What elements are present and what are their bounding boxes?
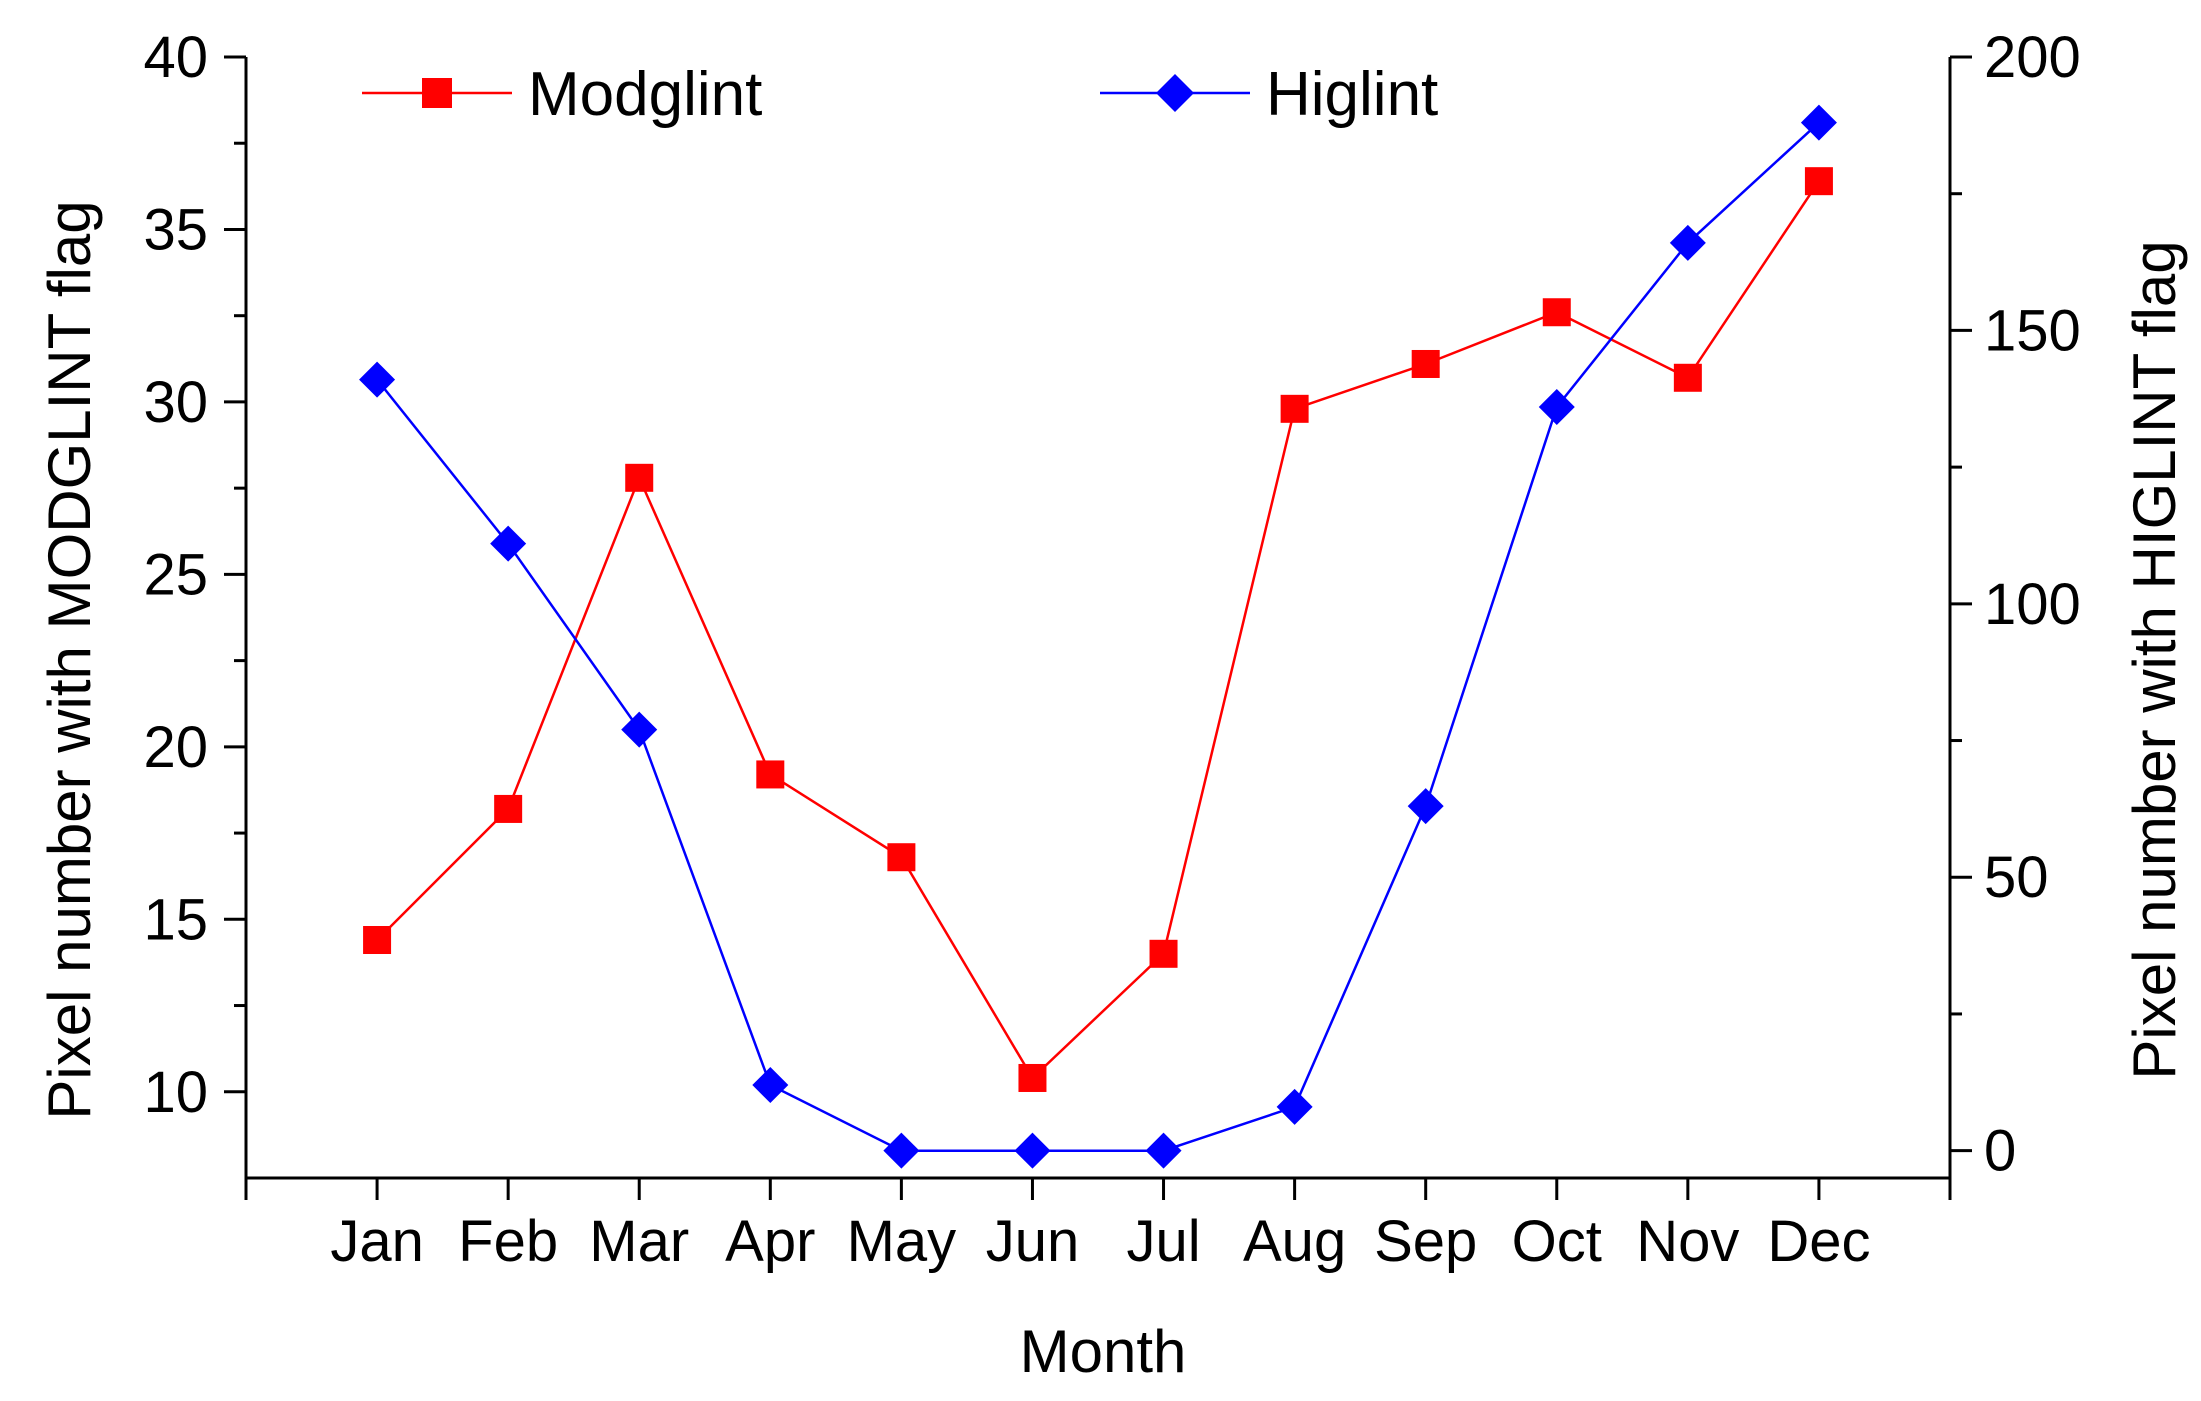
higlint-point: [1145, 1132, 1182, 1169]
legend-modglint-marker: [422, 78, 452, 108]
modglint-point: [756, 760, 785, 789]
modglint-point: [625, 463, 654, 492]
y-tick-label: 30: [143, 370, 208, 435]
modglint-point: [1411, 349, 1440, 378]
x-tick-label: Jun: [986, 1209, 1080, 1274]
modglint-point: [1542, 298, 1571, 327]
x-tick-label: Dec: [1767, 1209, 1870, 1274]
higlint-point: [1276, 1088, 1313, 1125]
y2-tick-label: 150: [1984, 298, 2081, 363]
modglint-point: [1149, 939, 1178, 968]
y2-axis-title: Pixel number with HIGLINT flag: [2121, 240, 2188, 1079]
y-axis-title: Pixel number with MODGLINT flag: [36, 200, 103, 1119]
modglint-point: [1280, 394, 1309, 423]
legend-higlint-marker: [1156, 74, 1194, 112]
x-tick-label: Jul: [1126, 1209, 1200, 1274]
higlint-point: [752, 1067, 789, 1104]
series-higlint: [359, 104, 1837, 1169]
higlint-point: [1014, 1132, 1051, 1169]
x-tick-label: Apr: [725, 1209, 815, 1274]
modglint-point: [887, 843, 916, 872]
higlint-point: [621, 711, 658, 748]
higlint-point: [1669, 224, 1706, 261]
y-tick-label: 40: [143, 25, 208, 90]
modglint-point: [494, 794, 523, 823]
higlint-point: [490, 525, 527, 562]
x-tick-label: Mar: [589, 1209, 689, 1274]
axes: [244, 57, 1952, 1180]
y-tick-label: 20: [143, 715, 208, 780]
y2-axis-ticks: 0 50 100 150 200: [1950, 25, 2081, 1184]
y-axis-ticks: 10 15 20 25 30 35 40: [143, 25, 246, 1125]
higlint-point: [1538, 388, 1575, 425]
x-tick-label: May: [847, 1209, 957, 1274]
x-tick-label: Feb: [458, 1209, 558, 1274]
higlint-line: [376, 121, 1820, 1152]
x-axis-ticks: Jan Feb Mar Apr May Jun Jul Aug Sep Oct Nov Dec: [244, 1178, 1952, 1274]
x-tick-label: Sep: [1374, 1209, 1477, 1274]
modglint-point: [1673, 363, 1702, 392]
y-tick-label: 35: [143, 197, 208, 262]
series-layer: [359, 104, 1837, 1169]
y-tick-label: 15: [143, 887, 208, 952]
series-modglint: [363, 167, 1833, 1092]
y2-tick-label: 100: [1984, 572, 2081, 637]
modglint-line: [376, 180, 1820, 1080]
y2-tick-label: 50: [1984, 845, 2049, 910]
y2-tick-label: 200: [1984, 25, 2081, 90]
x-tick-label: Aug: [1243, 1209, 1346, 1274]
y-tick-label: 25: [143, 542, 208, 607]
higlint-point: [883, 1132, 920, 1169]
x-tick-label: Jan: [330, 1209, 424, 1274]
modglint-point: [1018, 1063, 1047, 1092]
legend: Modglint Higlint: [362, 60, 1438, 129]
higlint-point: [1800, 104, 1837, 141]
x-tick-label: Nov: [1636, 1209, 1739, 1274]
modglint-point: [363, 926, 392, 955]
y2-tick-label: 0: [1984, 1119, 2016, 1184]
x-tick-label: Oct: [1512, 1209, 1602, 1274]
x-axis-title: Month: [1020, 1318, 1187, 1385]
higlint-point: [1407, 788, 1444, 825]
legend-modglint-label: Modglint: [528, 60, 762, 129]
higlint-point: [359, 361, 396, 398]
y-tick-label: 10: [143, 1060, 208, 1125]
modglint-point: [1804, 167, 1833, 196]
legend-higlint-label: Higlint: [1266, 60, 1438, 129]
